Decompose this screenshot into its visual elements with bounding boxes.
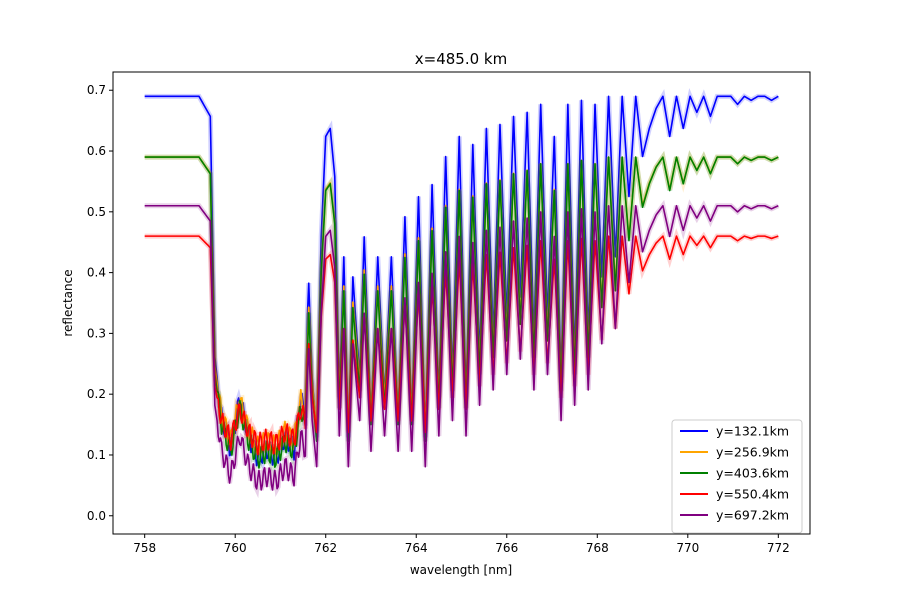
y-tick-label: 0.1 bbox=[87, 448, 106, 462]
y-tick-label: 0.4 bbox=[87, 266, 106, 280]
y-tick-label: 0.6 bbox=[87, 144, 106, 158]
legend: y=132.1km y=256.9km y=403.6km y=550.4km y=69… bbox=[671, 419, 803, 534]
x-axis: 758 760 762 764 766 768 770 772 bbox=[133, 534, 790, 555]
y-tick-label: 0.2 bbox=[87, 387, 106, 401]
series-layer bbox=[144, 88, 780, 499]
legend-entry: y=697.2km bbox=[716, 508, 789, 523]
series-line bbox=[144, 156, 779, 469]
legend-box bbox=[671, 419, 803, 534]
x-tick-label: 758 bbox=[133, 541, 156, 555]
x-tick-label: 772 bbox=[767, 541, 790, 555]
legend-entry: y=550.4km bbox=[716, 487, 789, 502]
x-tick-label: 762 bbox=[314, 541, 337, 555]
x-tick-label: 760 bbox=[224, 541, 247, 555]
y-tick-label: 0.0 bbox=[87, 509, 106, 523]
legend-entry: y=403.6km bbox=[716, 466, 789, 481]
x-tick-label: 764 bbox=[405, 541, 428, 555]
plot-frame bbox=[112, 71, 811, 535]
x-tick-label: 766 bbox=[495, 541, 518, 555]
x-axis-label: wavelength [nm] bbox=[410, 563, 512, 577]
legend-entry: y=256.9km bbox=[716, 445, 789, 460]
legend-entry: y=132.1km bbox=[716, 424, 789, 439]
series-line bbox=[144, 204, 779, 491]
y-axis: 0.0 0.1 0.2 0.3 0.4 0.5 0.6 0.7 bbox=[87, 83, 113, 523]
y-tick-label: 0.7 bbox=[87, 83, 106, 97]
y-axis-label: reflectance bbox=[61, 269, 75, 336]
y-tick-label: 0.3 bbox=[87, 326, 106, 340]
y-tick-label: 0.5 bbox=[87, 205, 106, 219]
x-tick-label: 768 bbox=[586, 541, 609, 555]
x-tick-label: 770 bbox=[676, 541, 699, 555]
chart-title: x=485.0 km bbox=[415, 50, 507, 68]
